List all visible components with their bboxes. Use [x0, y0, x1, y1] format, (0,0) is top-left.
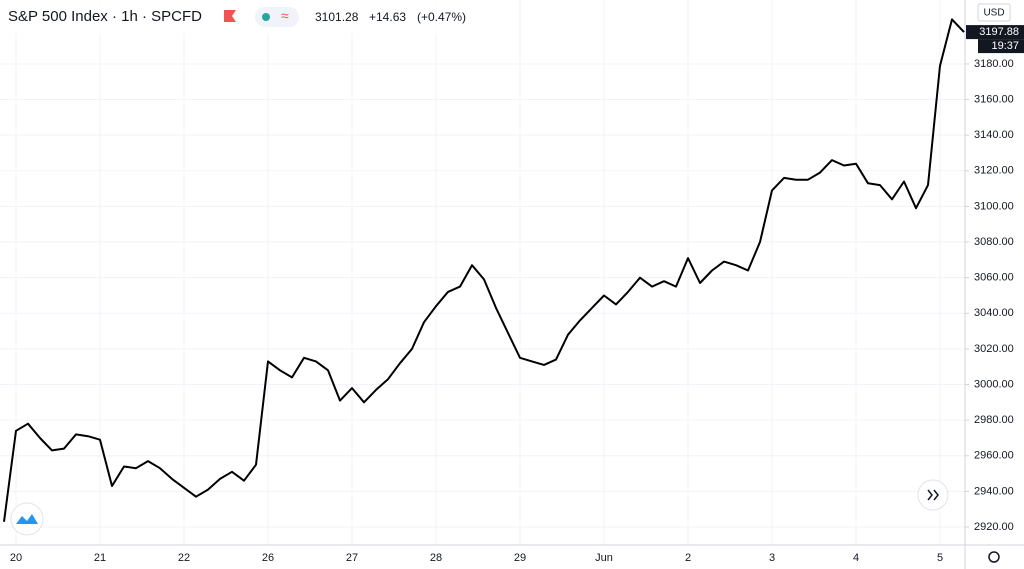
x-tick-label: 3 — [769, 552, 775, 564]
last-price-label: 3197.88 — [979, 26, 1019, 38]
y-tick-label: 3060.00 — [974, 272, 1014, 284]
x-tick-label: 4 — [853, 552, 859, 564]
x-tick-label: 22 — [178, 552, 190, 564]
currency-box[interactable] — [977, 3, 1011, 22]
y-tick-label: 3000.00 — [974, 378, 1014, 390]
x-tick-label: 20 — [10, 552, 22, 564]
last-price-box — [966, 25, 1024, 40]
y-tick-label: 2980.00 — [974, 414, 1014, 426]
x-tick-label: Jun — [595, 552, 613, 564]
y-tick-label: 3080.00 — [974, 236, 1014, 248]
change: +14.63 — [369, 10, 406, 24]
currency: USD — [983, 8, 1004, 19]
countdown: 19:37 — [991, 40, 1019, 52]
x-tick-label: 2 — [685, 552, 691, 564]
x-tick-label: 21 — [94, 552, 106, 564]
scroll-icon — [927, 489, 939, 501]
y-tick-label: 3160.00 — [974, 93, 1014, 105]
status-icon: ≈ — [281, 8, 289, 24]
last-price: 3197.88 19:37 — [966, 25, 1024, 54]
logo — [16, 514, 38, 524]
y-tick-label: 3120.00 — [974, 165, 1014, 177]
x-tick-label: 5 — [937, 552, 943, 564]
change-pct: (+0.47%) — [417, 10, 466, 24]
countdown-box — [978, 39, 1024, 54]
scroll-button[interactable] — [917, 479, 949, 511]
status-pill[interactable] — [255, 7, 299, 27]
y-tick-label: 3100.00 — [974, 200, 1014, 212]
symbol-title: S&P 500 Index · 1h · SPCFD — [8, 8, 202, 25]
y-tick-label: 2960.00 — [974, 450, 1014, 462]
x-tick-label: 28 — [430, 552, 442, 564]
legend-bg — [0, 0, 470, 34]
logo-button[interactable] — [10, 502, 44, 536]
x-tick-label: 26 — [262, 552, 274, 564]
status-dot — [262, 13, 270, 21]
settings-icon[interactable] — [988, 551, 1000, 563]
y-tick-label: 3020.00 — [974, 343, 1014, 355]
y-tick-label: 2920.00 — [974, 521, 1014, 533]
y-tick-label: 3180.00 — [974, 58, 1014, 70]
y-tick-label: 2940.00 — [974, 485, 1014, 497]
price: 3101.28 — [315, 10, 359, 24]
x-tick-label: 27 — [346, 552, 358, 564]
flag-icon[interactable] — [224, 10, 236, 22]
y-tick-label: 3140.00 — [974, 129, 1014, 141]
plot — [3, 18, 965, 522]
price-line — [3, 18, 965, 522]
x-tick-label: 29 — [514, 552, 526, 564]
grid — [0, 0, 965, 545]
y-tick-label: 3040.00 — [974, 307, 1014, 319]
